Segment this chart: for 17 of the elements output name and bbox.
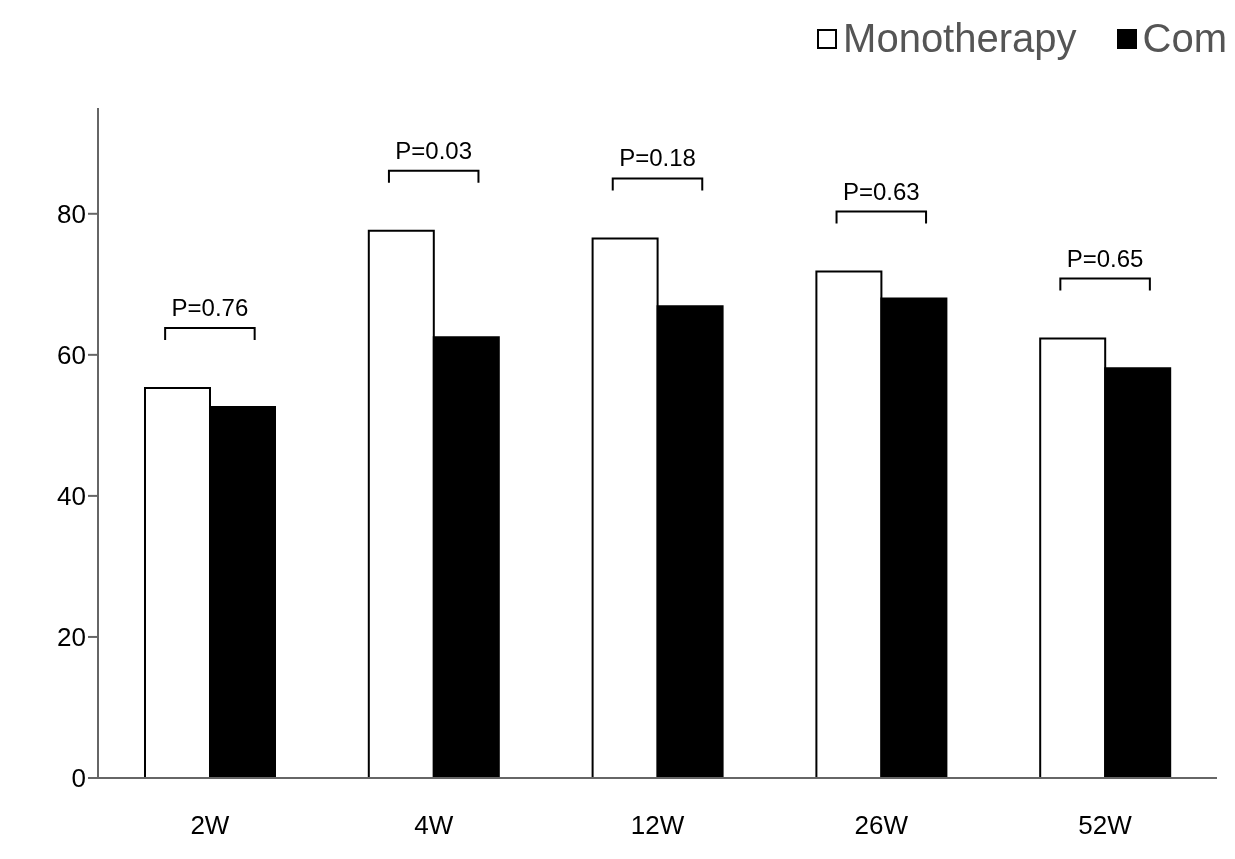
- y-tick-label: 60: [57, 340, 86, 371]
- x-tick-label: 52W: [1078, 810, 1133, 841]
- legend-label: Com: [1142, 16, 1227, 61]
- legend-label: Monotherapy: [843, 16, 1077, 61]
- x-tick-label: 4W: [414, 810, 454, 841]
- annotation: P=0.63: [842, 177, 920, 205]
- y-tick-label: 40: [57, 481, 86, 512]
- annotation: P=0.03: [395, 136, 473, 164]
- y-tick-label: 20: [57, 622, 86, 653]
- x-tick-label: 2W: [190, 810, 230, 841]
- annotation: P=0.18: [619, 144, 696, 172]
- x-tick-label: 12W: [630, 810, 685, 841]
- y-tick-label: 80: [57, 199, 86, 230]
- x-tick-label: 26W: [854, 810, 909, 841]
- annotation: P=0.76: [171, 293, 249, 321]
- y-tick-label: 0: [71, 763, 86, 794]
- annotation: P=0.65: [1066, 244, 1144, 272]
